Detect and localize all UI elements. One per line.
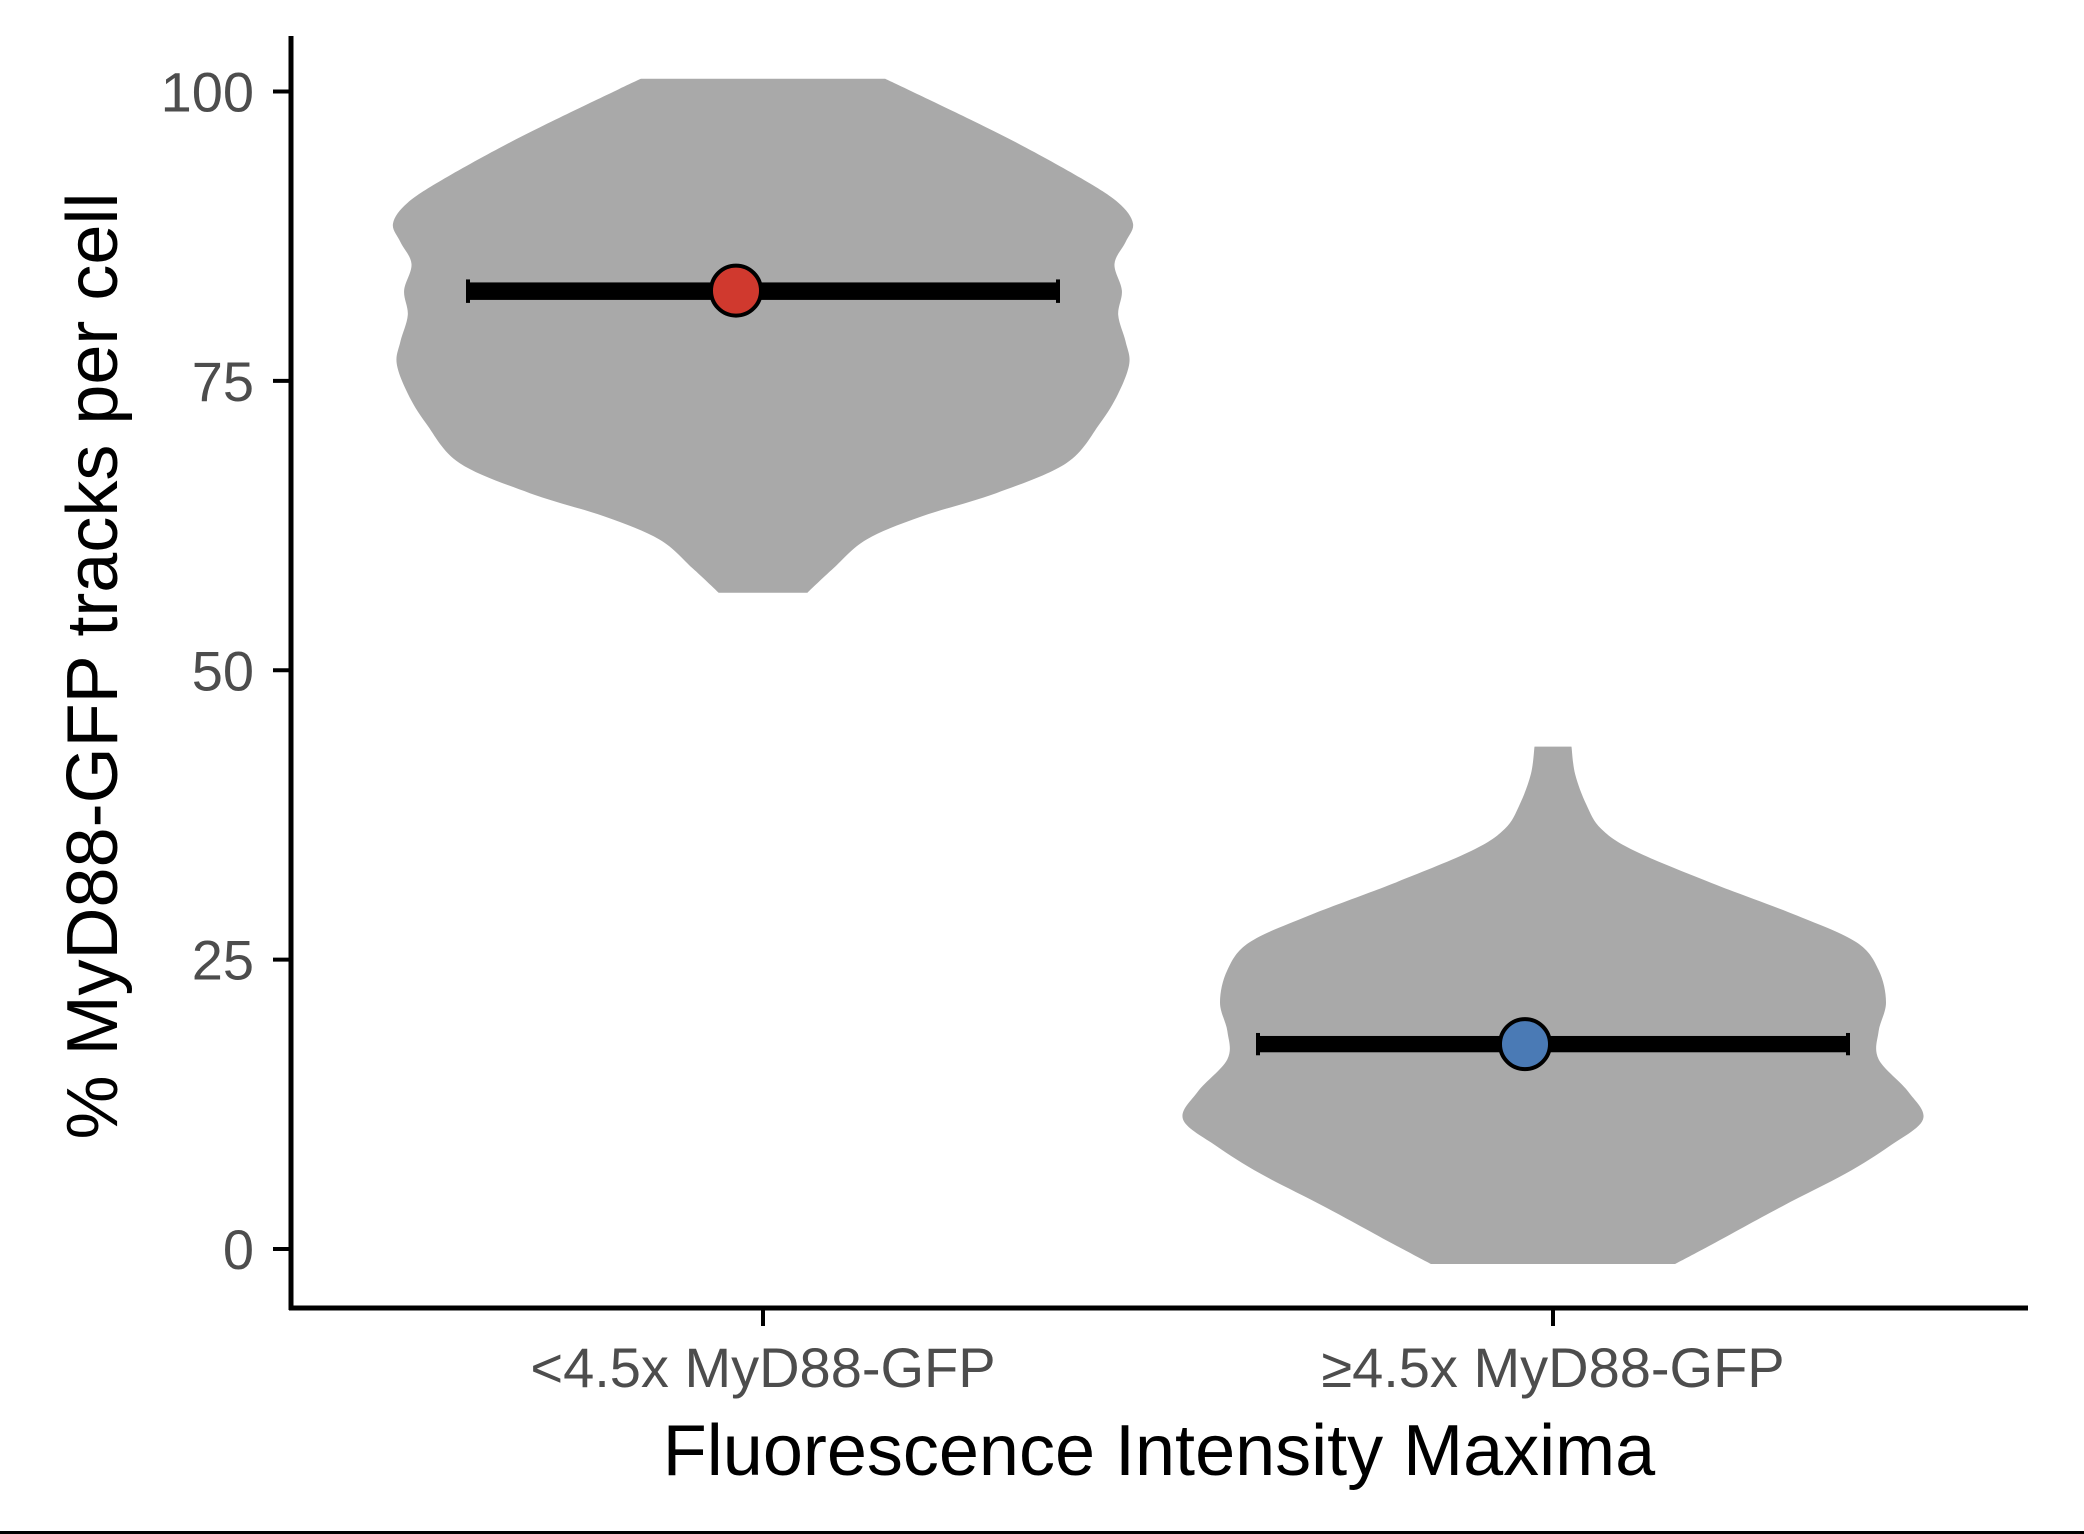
y-tick-label-75: 75 xyxy=(192,350,254,413)
bottom-rule xyxy=(0,1531,2084,1534)
y-tick-label-0: 0 xyxy=(223,1218,254,1281)
y-tick-label-25: 25 xyxy=(192,929,254,992)
y-tick-label-100: 100 xyxy=(161,61,254,124)
mean-point-2 xyxy=(1498,1017,1552,1072)
y-axis-title: % MyD88-GFP tracks per cell xyxy=(53,193,133,1140)
errorbar-1 xyxy=(468,282,1058,300)
violin-1 xyxy=(392,78,1134,593)
x-tick-label-2: ≥4.5x MyD88-GFP xyxy=(1321,1336,1784,1399)
x-ticks: <4.5x MyD88-GFP ≥4.5x MyD88-GFP xyxy=(530,1310,1785,1399)
mean-point-1 xyxy=(709,263,763,318)
violin-2 xyxy=(1182,746,1924,1264)
y-ticks: 0 25 50 75 100 xyxy=(161,61,291,1281)
y-tick-label-50: 50 xyxy=(192,639,254,702)
errorbars-layer xyxy=(466,279,1850,1056)
violins-layer xyxy=(392,78,1924,1264)
x-axis-title: Fluorescence Intensity Maxima xyxy=(663,1411,1656,1491)
errorbar-2 xyxy=(1258,1035,1848,1053)
mean-points-layer xyxy=(709,263,1552,1072)
x-tick-label-1: <4.5x MyD88-GFP xyxy=(530,1336,995,1399)
axes-layer xyxy=(288,36,2028,1311)
